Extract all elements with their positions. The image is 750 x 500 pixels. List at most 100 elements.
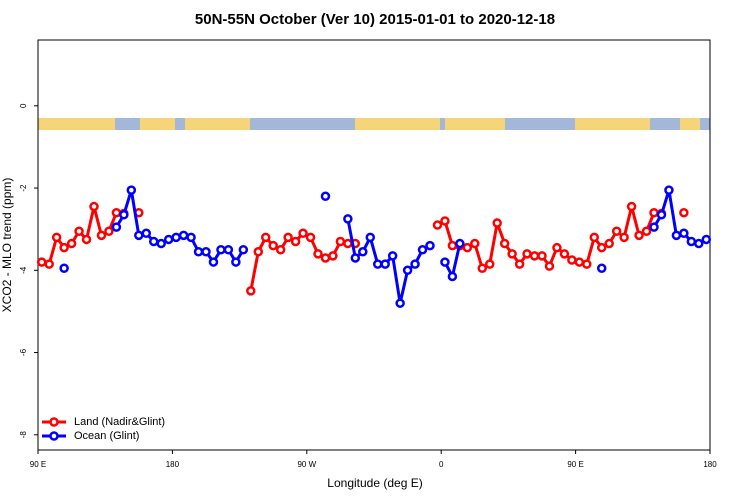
data-point (358, 247, 368, 257)
data-point (253, 247, 264, 257)
data-point (59, 263, 69, 273)
data-point (365, 232, 376, 243)
x-tick-label: 180 (166, 460, 180, 469)
y-axis-label: XCO2 - MLO trend (ppm) (0, 178, 14, 313)
data-point (275, 244, 286, 255)
data-point (484, 259, 495, 269)
x-tick-label: 90 E (567, 460, 583, 469)
data-point (96, 230, 107, 241)
data-point (171, 232, 181, 243)
data-point (671, 230, 682, 241)
data-point (104, 226, 114, 236)
data-point (134, 230, 144, 241)
data-point (156, 238, 166, 249)
x-axis-label: Longitude (deg E) (327, 476, 422, 490)
data-point (417, 244, 428, 255)
data-point (611, 226, 622, 236)
data-point (552, 242, 562, 253)
data-point (193, 247, 204, 257)
legend-marker (49, 417, 59, 427)
data-point (477, 263, 488, 273)
x-tick-label: 90 W (297, 460, 316, 469)
data-point (111, 222, 122, 232)
chart-title: 50N-55N October (Ver 10) 2015-01-01 to 2… (195, 11, 555, 28)
data-point (268, 240, 278, 251)
data-point (537, 251, 547, 261)
series (59, 185, 712, 308)
data-point (81, 234, 92, 245)
data-point (544, 261, 555, 271)
legend: Land (Nadir&Glint) Ocean (Glint) (42, 416, 165, 442)
data-point (290, 236, 301, 247)
data-point (664, 185, 674, 195)
data-point (694, 238, 704, 249)
data-point (619, 232, 629, 243)
legend-label: Land (Nadir&Glint) (74, 416, 165, 428)
plot-frame (37, 39, 711, 451)
data-point (470, 238, 480, 249)
data-point (74, 226, 84, 236)
data-point (343, 214, 353, 224)
data-point (89, 201, 99, 212)
data-point (216, 244, 226, 255)
data-point (395, 298, 405, 308)
data-point (66, 238, 77, 249)
data-point (582, 259, 592, 269)
x-tick-label: 0 (439, 460, 444, 469)
data-point (148, 236, 159, 247)
data-point (283, 232, 293, 243)
data-point (44, 259, 54, 269)
data-point (522, 249, 532, 259)
data-point (507, 249, 517, 259)
data-point (238, 244, 249, 255)
data-point (402, 265, 413, 276)
data-point (499, 238, 510, 249)
data-point (208, 257, 219, 267)
data-point (320, 253, 331, 263)
data-point (679, 207, 689, 218)
data-point (223, 244, 234, 255)
data-point (626, 201, 637, 212)
data-point (141, 228, 152, 239)
data-point (634, 230, 644, 241)
data-point (574, 257, 585, 267)
data-point (559, 249, 570, 259)
data-point (604, 238, 614, 249)
y-tick-label: -2 (19, 184, 28, 192)
data-point (656, 210, 667, 220)
data-point (380, 259, 390, 269)
land-ocean-band (38, 118, 710, 130)
data-point (462, 242, 473, 253)
data-point (596, 242, 607, 253)
data-point (231, 257, 241, 267)
data-point (246, 286, 256, 296)
data-point (440, 257, 450, 267)
data-point (343, 238, 353, 249)
data-point (596, 263, 607, 273)
data-point (649, 222, 659, 232)
data-point (320, 191, 331, 202)
x-tick-label: 180 (703, 460, 717, 469)
data-point (447, 240, 458, 251)
y-tick-label: -6 (19, 348, 28, 356)
x-tick-label: 90 E (30, 460, 46, 469)
data-point (492, 218, 502, 228)
data-point (328, 251, 338, 261)
data-point (313, 249, 323, 259)
data-point (186, 232, 196, 243)
data-point (350, 253, 361, 263)
data-point (178, 230, 189, 241)
y-tick-label: -8 (19, 431, 28, 439)
data-point (298, 228, 308, 239)
data-point (455, 238, 465, 249)
data-point (163, 234, 174, 245)
data-point (59, 242, 69, 253)
data-point (372, 259, 383, 269)
data-point (641, 226, 652, 236)
data-point (514, 259, 525, 269)
data-point (51, 232, 62, 243)
data-point (589, 232, 600, 243)
data-point (447, 271, 458, 282)
y-tick-label: 0 (19, 103, 28, 108)
data-point (335, 236, 346, 247)
